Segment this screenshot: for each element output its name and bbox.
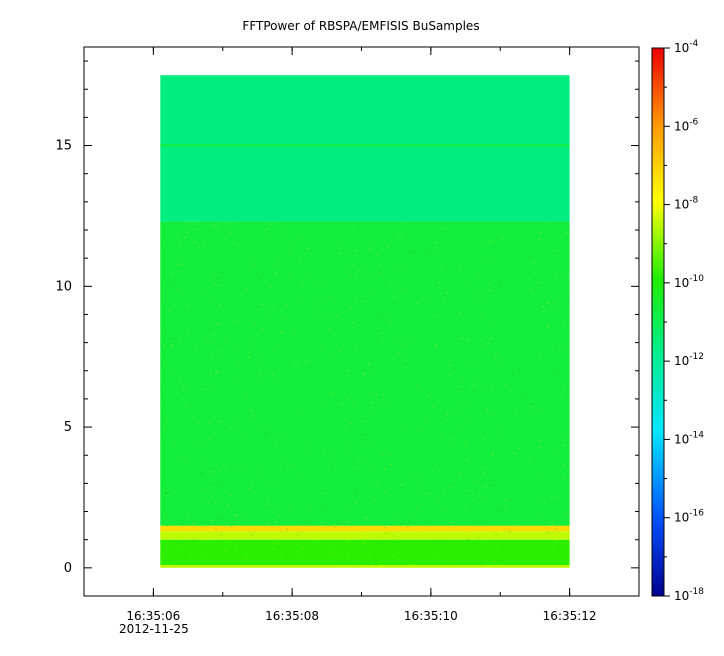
x-tick-label: 16:35:10: [404, 609, 458, 623]
heatmap-band-1: [160, 539, 570, 565]
x-tick-label: 16:35:08: [265, 609, 319, 623]
y-tick-label: 15: [55, 139, 72, 154]
colorbar-tick-label: 10-14: [674, 430, 704, 446]
colorbar-tick-label: 10-12: [674, 352, 704, 368]
y-tick-label: 10: [55, 279, 72, 294]
chart-title: FFTPower of RBSPA/EMFISIS BuSamples: [242, 19, 479, 33]
heatmap-line-0: [160, 144, 570, 147]
colorbar-tick-label: 10-4: [674, 39, 699, 55]
colorbar-tick-label: 10-10: [674, 274, 704, 290]
heatmap-band-3: [160, 525, 570, 532]
colorbar: [651, 47, 665, 597]
colorbar-tick-label: 10-18: [674, 587, 704, 603]
x-tick-label: 16:35:12: [543, 609, 597, 623]
y-tick-label: 0: [64, 561, 72, 576]
heatmap-band-0: [160, 565, 570, 568]
y-axis: 0 5 10 15: [55, 60, 639, 597]
heatmap-band-2: [160, 531, 570, 540]
y-tick-label: 5: [64, 420, 72, 435]
heatmap-band-5: [160, 75, 570, 222]
colorbar-axis: 10-4 10-6 10-8 10-10 10-12 10-14 10-16 10-18: [664, 39, 704, 603]
colorbar-tick-label: 10-16: [674, 509, 704, 525]
date-label: 2012-11-25: [119, 622, 189, 636]
colorbar-tick-label: 10-8: [674, 196, 699, 212]
x-tick-label: 16:35:06: [126, 609, 180, 623]
heatmap-texture: [160, 221, 570, 566]
x-axis: 16:35:06 16:35:08 16:35:10 16:35:12: [83, 47, 640, 623]
colorbar-tick-label: 10-6: [674, 117, 699, 133]
spectrogram-heatmap: [160, 75, 570, 568]
heatmap-band-4: [160, 221, 570, 526]
